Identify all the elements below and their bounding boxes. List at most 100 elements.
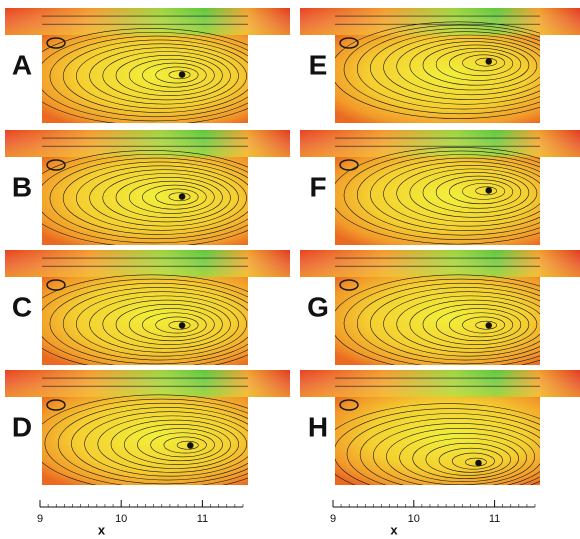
streamline: [49, 35, 248, 118]
streamline: [370, 31, 540, 105]
corner-vortex: [339, 159, 359, 171]
axes: 9 10 11 x 9 10 11 x: [37, 500, 536, 537]
streamline: [343, 24, 540, 115]
streamline: [42, 31, 248, 122]
streamline: [62, 39, 248, 113]
streamline: [62, 161, 248, 235]
streamline: [346, 413, 540, 485]
streamline: [49, 157, 248, 240]
panel-label: D: [12, 411, 32, 442]
streamlines: [335, 15, 540, 119]
streamline: [422, 44, 530, 86]
streamline: [462, 182, 506, 200]
channel-shade: [300, 8, 580, 35]
streamline: [150, 432, 215, 458]
streamline: [97, 415, 248, 473]
corner-vortex: [46, 279, 66, 291]
streamline: [142, 312, 207, 338]
streamline: [356, 282, 540, 365]
streamline: [44, 398, 248, 485]
streamline: [435, 175, 522, 209]
channel-shade: [5, 250, 290, 277]
axis-label: x: [98, 522, 106, 537]
corner-vortex: [339, 279, 359, 291]
streamline: [335, 408, 540, 485]
streamline: [383, 161, 540, 227]
streamline: [451, 452, 495, 470]
streamlines: [335, 377, 540, 485]
streamline: [409, 41, 538, 91]
streamline: [370, 287, 540, 361]
streamline: [335, 274, 540, 365]
panel: A: [5, 8, 290, 123]
streamline: [155, 316, 199, 334]
panel-label: G: [307, 291, 329, 322]
vortex-core: [187, 442, 194, 449]
streamlines: [42, 137, 248, 245]
streamlines: [42, 15, 248, 123]
channel-shade: [300, 250, 580, 277]
streamline: [42, 278, 248, 365]
cavity: [335, 277, 540, 365]
streamline: [412, 437, 519, 479]
streamline: [163, 436, 207, 454]
vortex-core: [485, 187, 493, 194]
corner-vortex: [46, 399, 66, 411]
streamline: [383, 291, 540, 357]
streamline: [42, 150, 248, 245]
panel: F: [300, 130, 580, 245]
streamline: [435, 47, 522, 81]
tick-label: 10: [115, 513, 127, 525]
streamline: [359, 418, 540, 485]
streamline: [115, 304, 223, 345]
streamline: [57, 402, 248, 485]
panel-label: A: [12, 49, 32, 80]
streamline: [462, 316, 506, 334]
corner-vortex: [339, 399, 359, 411]
tick-label: 10: [408, 513, 420, 525]
streamline: [89, 169, 239, 227]
panel-label: H: [308, 411, 328, 442]
tick-label: 11: [197, 513, 208, 525]
channel-shade: [300, 370, 580, 397]
streamline: [168, 320, 191, 330]
streamline: [335, 147, 540, 245]
streamline: [142, 62, 207, 88]
streamline: [448, 179, 514, 205]
streamlines: [335, 257, 540, 365]
streamline: [448, 51, 514, 77]
streamline: [102, 51, 231, 101]
streamlines: [42, 257, 248, 365]
streamline: [356, 154, 540, 236]
channel-shade: [300, 130, 580, 157]
streamline: [155, 188, 199, 206]
streamline: [396, 295, 540, 353]
streamline: [76, 291, 247, 357]
streamline: [115, 177, 223, 218]
streamline: [142, 184, 207, 210]
panel: G: [300, 250, 580, 365]
streamline: [42, 274, 248, 365]
streamline: [422, 172, 530, 214]
vortex-core: [485, 58, 493, 65]
streamline: [76, 43, 247, 109]
streamline: [475, 320, 498, 330]
panels: A B C D E F G H: [5, 8, 580, 485]
streamline: [356, 28, 540, 110]
vortex-core: [475, 459, 482, 467]
tick-label: 9: [330, 513, 336, 525]
streamline: [343, 278, 540, 365]
cavity: [335, 157, 540, 245]
axis-label: x: [390, 522, 398, 537]
streamline: [422, 304, 530, 345]
channel-shade: [5, 370, 290, 397]
corner-vortex: [339, 37, 359, 49]
streamline: [128, 308, 215, 342]
corner-vortex: [46, 37, 66, 49]
corner-vortex: [46, 159, 66, 171]
streamline: [42, 394, 248, 485]
panel: B: [5, 130, 290, 245]
streamline: [475, 186, 498, 196]
streamline: [396, 38, 540, 96]
